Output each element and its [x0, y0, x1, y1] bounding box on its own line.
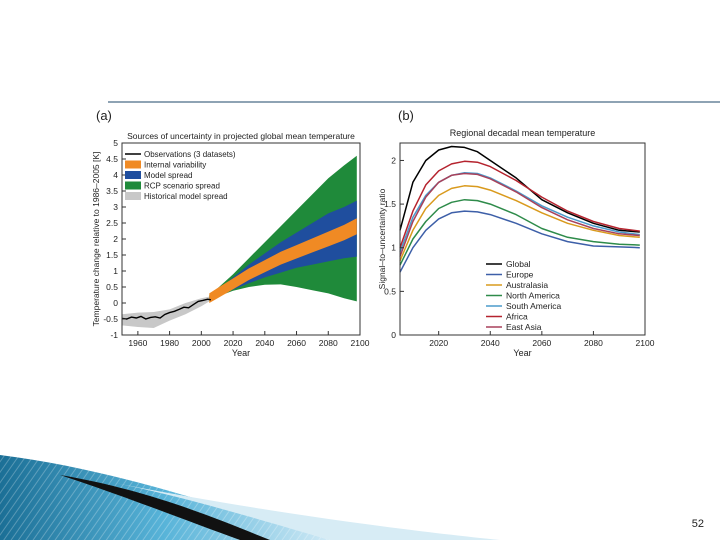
x-axis-label: Year	[232, 348, 250, 358]
y-tick-label: 4	[113, 170, 118, 180]
y-tick-label: 0	[391, 330, 396, 340]
header-divider	[108, 101, 720, 103]
y-tick-label: 1.5	[106, 250, 118, 260]
x-tick-label: 2060	[287, 338, 306, 348]
x-tick-label: 2060	[532, 338, 551, 348]
series-line	[399, 172, 640, 257]
y-tick-label: 1	[113, 266, 118, 276]
legend-label-b: Global	[506, 259, 531, 269]
legend-label-a: Observations (3 datasets)	[144, 150, 236, 159]
y-tick-label: 3.5	[106, 186, 118, 196]
y-axis-label-b: Signal–to–uncertainty ratio	[377, 188, 387, 289]
legend-swatch-a	[125, 160, 141, 169]
swoosh-hatch	[0, 455, 330, 540]
y-tick-label: -0.5	[103, 314, 118, 324]
x-tick-label: 2020	[429, 338, 448, 348]
internal-variability-band	[209, 218, 357, 303]
legend-swatch-a	[125, 192, 141, 200]
x-tick-label: 2100	[351, 338, 370, 348]
y-tick-label: 2	[391, 155, 396, 165]
legend-swatch-a	[125, 171, 141, 179]
chart-title-a: Sources of uncertainty in projected glob…	[127, 131, 355, 141]
x-tick-label: 1980	[160, 338, 179, 348]
x-tick-label: 2080	[319, 338, 338, 348]
plot-frame	[399, 142, 646, 336]
y-tick-label: 2.5	[106, 218, 118, 228]
series-line	[399, 185, 640, 262]
x-tick-label: 2100	[636, 338, 655, 348]
legend-label-a: Internal variability	[144, 161, 206, 170]
y-axis-label-a: Temperature change relative to 1986–2005…	[91, 152, 101, 327]
y-tick-label: 2	[113, 234, 118, 244]
y-tick-label: 1	[391, 243, 396, 253]
chart-title-b: Regional decadal mean temperature	[450, 128, 596, 138]
swoosh-black	[60, 475, 270, 540]
rcp-scenario-band	[209, 155, 357, 302]
historical-spread-band	[122, 296, 210, 328]
legend-label-a: RCP scenario spread	[144, 182, 220, 191]
legend-label-b: North America	[506, 291, 560, 301]
legend-label-b: South America	[506, 301, 562, 311]
series-line	[399, 160, 640, 248]
swoosh-light	[100, 480, 500, 540]
x-tick-label: 2080	[584, 338, 603, 348]
legend-label-b: Australasia	[506, 280, 548, 290]
panel-label-b: (b)	[398, 108, 414, 123]
figure: (a) Sources of uncertainty in projected g…	[91, 108, 655, 358]
x-tick-label: 2040	[481, 338, 500, 348]
panel-label-a: (a)	[96, 108, 112, 123]
legend-label-b: East Asia	[506, 322, 542, 332]
series-line	[399, 198, 640, 266]
series-line	[399, 171, 640, 253]
y-tick-label: -1	[110, 330, 118, 340]
legend-label-b: Europe	[506, 270, 534, 280]
y-tick-label: 0.5	[384, 286, 396, 296]
x-tick-label: 2040	[255, 338, 274, 348]
series-line	[399, 210, 640, 273]
x-tick-label: 1960	[128, 338, 147, 348]
legend-label-b: Africa	[506, 312, 528, 322]
x-tick-label: 2000	[192, 338, 211, 348]
x-axis-label: Year	[513, 348, 531, 358]
page-number: 52	[691, 518, 704, 530]
legend-label-a: Historical model spread	[144, 192, 228, 201]
y-tick-label: 1.5	[384, 199, 396, 209]
y-tick-label: 0	[113, 298, 118, 308]
decorative-footer-swoosh	[0, 455, 500, 540]
observations-line	[121, 298, 212, 320]
x-tick-label: 2020	[224, 338, 243, 348]
series-line	[399, 145, 640, 233]
legend-label-a: Model spread	[144, 171, 192, 180]
y-tick-label: 3	[113, 202, 118, 212]
legend-swatch-a	[125, 181, 141, 190]
y-tick-label: 4.5	[106, 154, 118, 164]
y-tick-label: 0.5	[106, 282, 118, 292]
y-tick-label: 5	[113, 138, 118, 148]
